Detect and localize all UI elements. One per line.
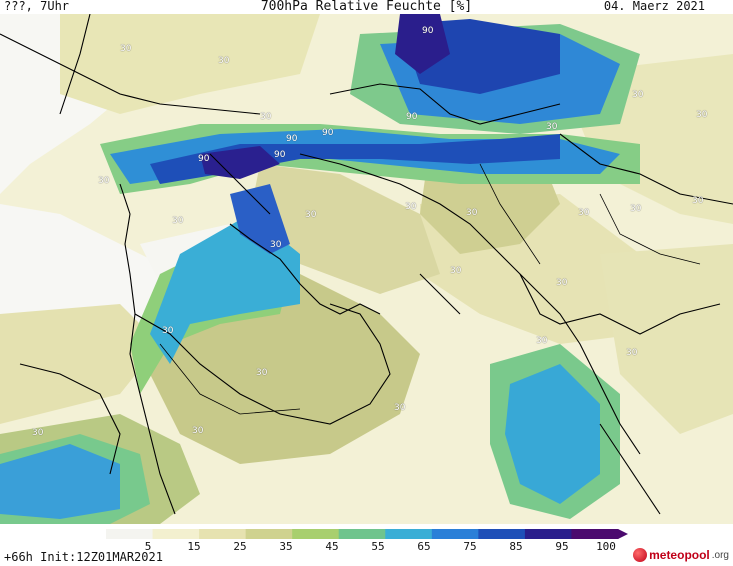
contour-label: 90 (322, 128, 334, 138)
valid-time-label: ???, 7Uhr (4, 0, 70, 13)
contour-label: 90 (286, 134, 298, 144)
color-scale-ticks: 5 15 25 35 45 55 65 75 85 95 100 (0, 540, 733, 554)
contour-label: 30 (305, 210, 317, 220)
scale-swatch (524, 529, 572, 539)
scale-swatch (571, 529, 619, 539)
scale-swatch (478, 529, 526, 539)
scale-swatch (338, 529, 386, 539)
scale-tick: 25 (233, 540, 247, 553)
humidity-field (0, 14, 733, 524)
contour-label: 30 (630, 204, 642, 214)
contour-label: 30 (260, 112, 272, 122)
scale-tick: 75 (463, 540, 477, 553)
forecast-date: 04. Maerz 2021 (603, 0, 705, 13)
scale-swatch (385, 529, 433, 539)
contour-label: 90 (406, 112, 418, 122)
contour-label: 30 (192, 426, 204, 436)
scale-swatch (106, 529, 154, 539)
contour-label: 30 (32, 428, 44, 438)
scale-tick: 85 (509, 540, 523, 553)
scale-swatch (292, 529, 340, 539)
contour-label: 30 (98, 176, 110, 186)
contour-label: 30 (450, 266, 462, 276)
scale-swatch (431, 529, 479, 539)
contour-label: 30 (546, 122, 558, 132)
color-scale (106, 529, 628, 539)
contour-label: 30 (172, 216, 184, 226)
scale-tick: 5 (144, 540, 152, 553)
contour-label: 90 (198, 154, 210, 164)
contour-label: 30 (466, 208, 478, 218)
contour-label: 30 (162, 326, 174, 336)
model-run-info: +66h Init:12Z01MAR2021 (4, 550, 163, 564)
contour-label: 30 (696, 110, 708, 120)
contour-label: 30 (632, 90, 644, 100)
color-scale-bar (106, 528, 628, 540)
header-bar: ???, 7Uhr 700hPa Relative Feuchte [%] 04… (0, 0, 733, 14)
scale-swatch (245, 529, 293, 539)
scale-tick: 100 (596, 540, 616, 553)
scale-tick: 45 (325, 540, 339, 553)
logo-tld-text: .org (711, 549, 729, 561)
contour-label: 30 (626, 348, 638, 358)
logo-brand-text: meteopool (649, 548, 710, 562)
map-title: 700hPa Relative Feuchte [%] (260, 0, 473, 14)
contour-label: 30 (256, 368, 268, 378)
contour-label: 30 (536, 336, 548, 346)
contour-label: 30 (218, 56, 230, 66)
humidity-map: 90 90 90 90 90 90 30 30 30 30 30 30 30 3… (0, 14, 733, 524)
logo-globe-icon (633, 548, 648, 562)
scale-tick: 55 (371, 540, 385, 553)
meteopool-logo[interactable]: meteopool .org (633, 546, 729, 564)
contour-label: 90 (422, 26, 434, 36)
contour-label: 30 (120, 44, 132, 54)
scale-swatch (199, 529, 247, 539)
contour-label: 30 (556, 278, 568, 288)
contour-label: 90 (274, 150, 286, 160)
scale-swatch (152, 529, 200, 539)
scale-tick: 65 (417, 540, 431, 553)
scale-arrow-icon (618, 529, 628, 539)
contour-label: 30 (270, 240, 282, 250)
scale-tick: 35 (279, 540, 293, 553)
contour-label: 30 (405, 202, 417, 212)
contour-label: 30 (692, 196, 704, 206)
contour-label: 30 (578, 208, 590, 218)
scale-tick: 15 (187, 540, 201, 553)
contour-label: 30 (394, 403, 406, 413)
scale-tick: 95 (555, 540, 569, 553)
